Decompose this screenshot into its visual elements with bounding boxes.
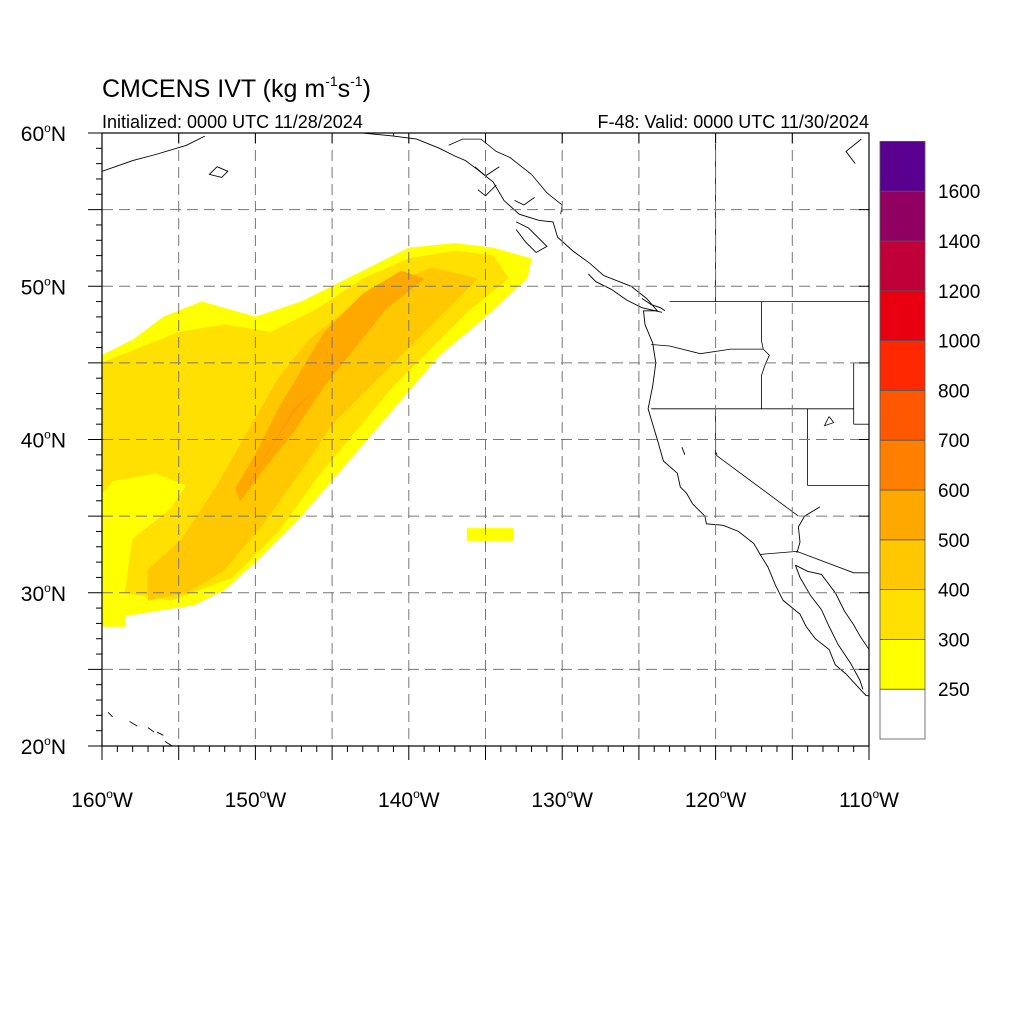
political-border bbox=[448, 138, 563, 215]
coastline bbox=[845, 138, 862, 164]
colorbar-segment bbox=[879, 140, 926, 192]
x-tick-label: 150oW bbox=[225, 787, 287, 812]
colorbar-segment bbox=[879, 389, 926, 441]
x-tick-label: 130oW bbox=[531, 787, 593, 812]
coastline bbox=[477, 184, 497, 197]
colorbar-segment bbox=[879, 340, 926, 391]
x-tick-label: 160oW bbox=[71, 787, 133, 812]
colorbar-segment bbox=[879, 290, 926, 341]
political-border bbox=[760, 550, 869, 574]
colorbar-label: 1600 bbox=[938, 182, 980, 203]
chart-title: CMCENS IVT (kg m-1s-1) bbox=[102, 73, 371, 103]
y-tick-label: 60oN bbox=[21, 121, 66, 146]
subtitle-initialized: Initialized: 0000 UTC 11/28/2024 bbox=[102, 112, 363, 132]
coastline bbox=[641, 298, 666, 312]
ivt-region-400 bbox=[147, 267, 479, 601]
x-tick-label: 140oW bbox=[378, 787, 440, 812]
coastline bbox=[794, 565, 864, 690]
coastline bbox=[681, 447, 686, 455]
colorbar-label: 1400 bbox=[938, 232, 980, 253]
ivt-fill-layer bbox=[102, 243, 532, 627]
y-tick-label: 20oN bbox=[21, 734, 66, 759]
coastline bbox=[208, 166, 229, 178]
x-tick-label: 110oW bbox=[839, 787, 899, 812]
grid-layer bbox=[102, 133, 869, 746]
colorbar-label: 300 bbox=[938, 630, 970, 651]
political-border bbox=[715, 408, 799, 517]
colorbar: 250 300 400 500 600 700 800 1000 1200 1400 1600 bbox=[879, 140, 980, 740]
lake-outline bbox=[715, 451, 718, 455]
coastline bbox=[796, 506, 821, 554]
political-border bbox=[761, 301, 770, 409]
coastline bbox=[359, 133, 869, 697]
colorbar-segment bbox=[879, 639, 926, 690]
colorbar-segment bbox=[879, 589, 926, 640]
y-tick-label: 50oN bbox=[21, 274, 66, 299]
axes-layer: 160oW 150oW 140oW 130oW 120oW 110oW 60oN 50oN 40… bbox=[21, 121, 899, 812]
subtitle-valid-time: F-48: Valid: 0000 UTC 11/30/2024 bbox=[598, 112, 870, 132]
colorbar-segment bbox=[879, 190, 926, 242]
colorbar-segment bbox=[879, 489, 926, 541]
colorbar-segment bbox=[879, 240, 926, 292]
colorbar-label: 250 bbox=[938, 680, 970, 701]
colorbar-label: 1200 bbox=[938, 282, 980, 303]
colorbar-segment bbox=[879, 688, 926, 740]
coastline bbox=[164, 741, 174, 746]
colorbar-label: 700 bbox=[938, 431, 970, 452]
coastline bbox=[107, 711, 114, 718]
title-group: CMCENS IVT (kg m-1s-1) Initialized: 0000… bbox=[102, 73, 869, 132]
political-border bbox=[651, 344, 764, 355]
lake-outline bbox=[823, 416, 835, 427]
coastline bbox=[156, 731, 164, 736]
coastline bbox=[129, 721, 138, 727]
coastline bbox=[102, 135, 206, 172]
colorbar-label: 1000 bbox=[938, 332, 980, 353]
y-tick-label: 30oN bbox=[21, 581, 66, 606]
ivt-region-250 bbox=[466, 528, 514, 541]
colorbar-label: 400 bbox=[938, 581, 970, 602]
coastline bbox=[515, 221, 548, 254]
coastline bbox=[147, 727, 155, 733]
coastline-layer bbox=[102, 133, 869, 746]
colorbar-label: 800 bbox=[938, 381, 970, 402]
coastline bbox=[587, 273, 663, 313]
coastline bbox=[514, 197, 535, 206]
colorbar-segment bbox=[879, 539, 926, 590]
colorbar-label: 500 bbox=[938, 531, 970, 552]
coastline bbox=[795, 564, 869, 651]
y-tick-label: 40oN bbox=[21, 428, 66, 453]
colorbar-label: 600 bbox=[938, 481, 970, 502]
colorbar-segment bbox=[879, 439, 926, 491]
coastline bbox=[474, 166, 500, 177]
x-tick-label: 120oW bbox=[685, 787, 747, 812]
